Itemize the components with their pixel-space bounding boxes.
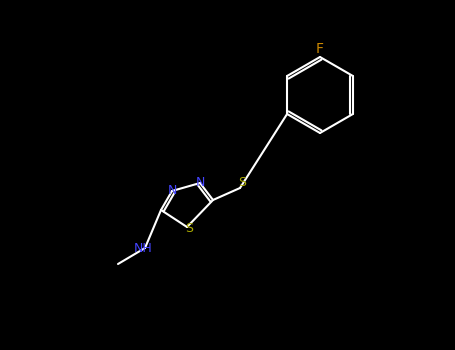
Text: S: S [238, 175, 246, 189]
Text: N: N [195, 176, 205, 189]
Text: NH: NH [134, 243, 152, 256]
Text: F: F [316, 42, 324, 56]
Text: S: S [185, 223, 193, 236]
Text: N: N [167, 184, 177, 197]
